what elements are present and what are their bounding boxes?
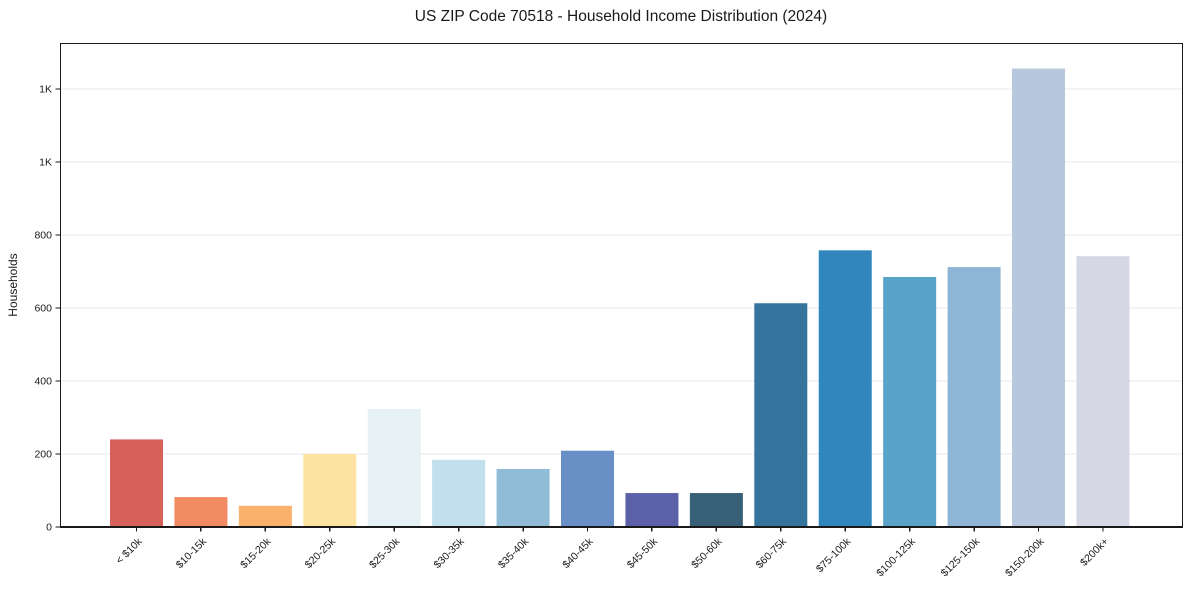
x-tick-label: $50-60k [689,535,725,571]
bar [754,303,808,527]
bar [1012,68,1066,527]
bar [818,250,872,527]
bar [883,276,937,527]
bar [947,267,1001,527]
x-tick-label: $25-30k [367,535,403,571]
x-tick-label: $20-25k [303,535,339,571]
y-tick-label: 400 [34,376,52,388]
y-tick-label: 200 [34,449,52,461]
bar [110,439,163,527]
x-tick-label: $75-100k [814,535,854,575]
bar [238,505,292,527]
bar [496,468,550,527]
y-tick-label: 1K [39,157,52,169]
bar [561,450,615,527]
x-tick-label: $10-15k [174,535,210,571]
x-tick-label: < $10k [114,535,146,567]
x-tick-label: $150-200k [1003,535,1047,579]
y-tick-label: 1K [39,84,52,96]
y-tick-label: 600 [34,303,52,315]
x-tick-label: $35-40k [496,535,532,571]
x-tick-label: $60-75k [754,535,790,571]
x-tick-label: $125-150k [939,535,983,579]
y-axis-title: Households [6,253,20,316]
y-tick-label: 0 [46,522,52,534]
x-tick-label: $45-50k [625,535,661,571]
bar [303,453,357,527]
chart-title: US ZIP Code 70518 - Household Income Dis… [414,8,828,25]
x-tick-label: $15-20k [238,535,274,571]
x-tick-label: $30-35k [431,535,467,571]
y-tick-label: 800 [34,230,52,242]
bar [625,493,679,527]
bar [689,493,743,527]
x-tick-label: $100-125k [874,535,918,579]
bar [432,459,486,527]
x-tick-label: $40-45k [560,535,596,571]
bar [367,409,421,527]
bar [174,497,228,527]
bar [1076,256,1130,527]
x-tick-label: $200k+ [1078,536,1111,569]
